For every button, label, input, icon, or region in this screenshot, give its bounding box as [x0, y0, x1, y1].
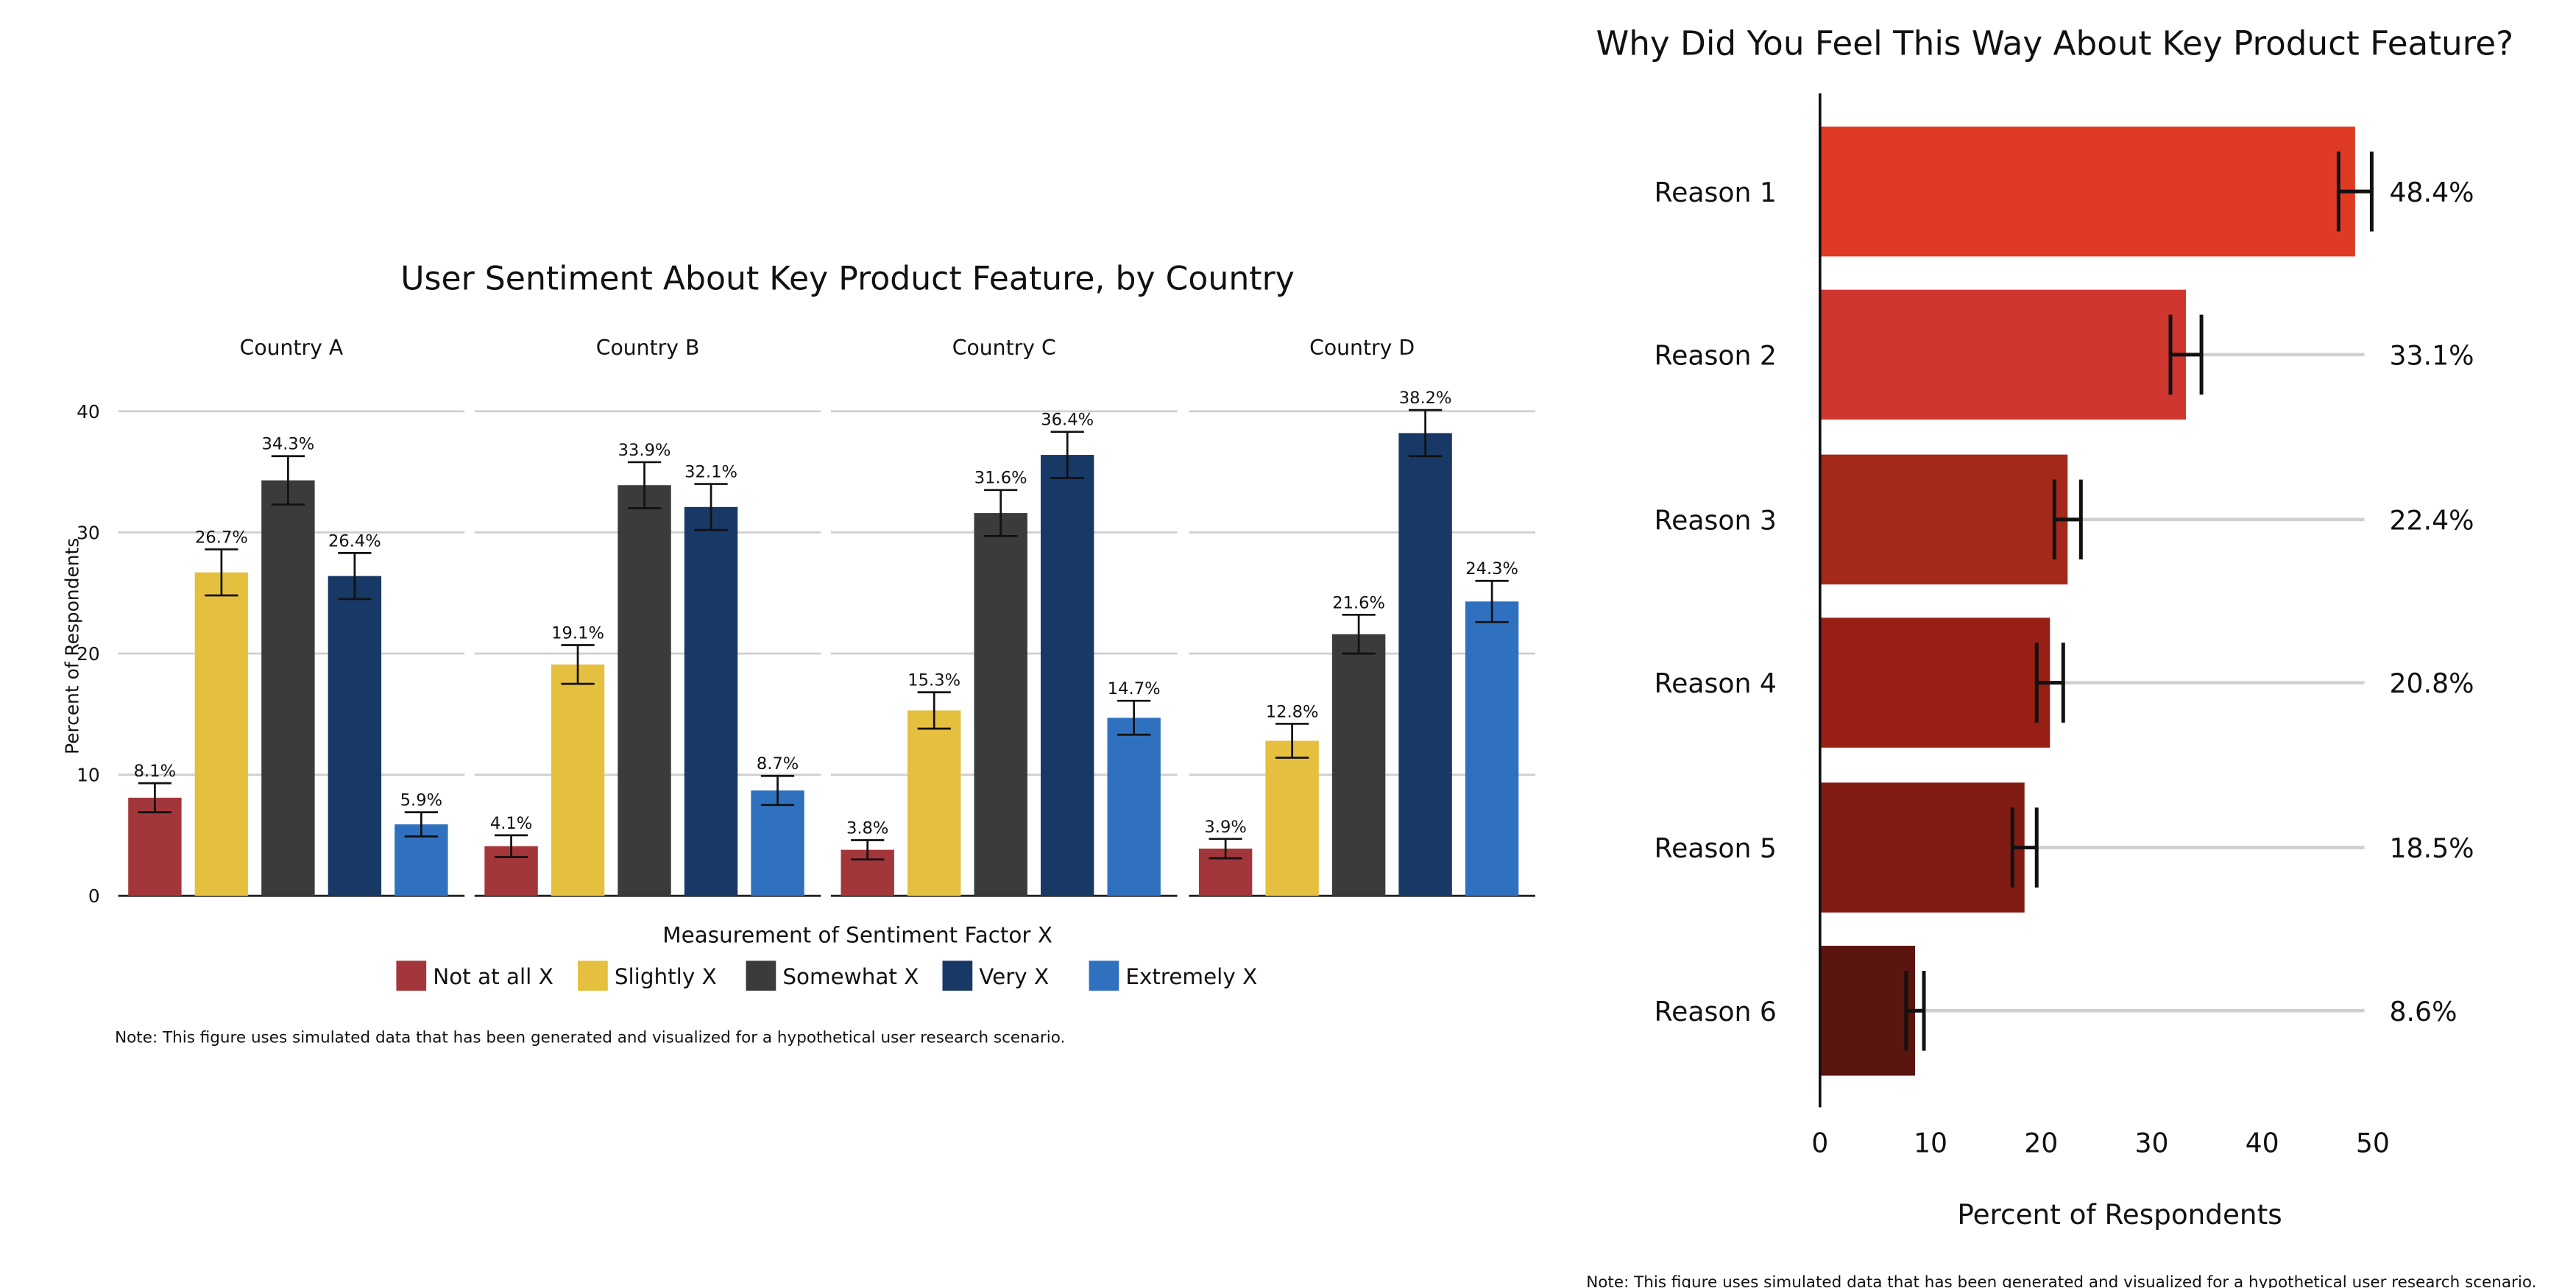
- data-label: 21.6%: [1332, 593, 1385, 612]
- y-tick-label: 20: [77, 643, 100, 665]
- x-tick-label: 10: [1914, 1128, 1947, 1159]
- data-label: 8.1%: [134, 762, 176, 781]
- bar: [1819, 782, 2025, 913]
- legend-swatch: [942, 960, 973, 991]
- bar: [974, 513, 1027, 896]
- data-label: 19.1%: [551, 623, 604, 643]
- bar: [1398, 433, 1452, 896]
- y-tick-label: 30: [77, 522, 100, 543]
- bar: [1331, 634, 1386, 896]
- note-text: Note: This figure uses simulated data th…: [1586, 1273, 2536, 1288]
- y-tick-label: 40: [77, 401, 100, 422]
- data-label: 22.4%: [2390, 504, 2474, 536]
- data-label: 38.2%: [1399, 389, 1452, 408]
- category-label: Reason 4: [1655, 668, 1777, 699]
- data-label: 3.9%: [1204, 818, 1246, 837]
- legend-swatch: [578, 960, 608, 991]
- bar: [1041, 455, 1094, 896]
- data-label: 15.3%: [907, 671, 960, 690]
- y-tick-label: 10: [77, 765, 100, 786]
- data-label: 14.7%: [1108, 679, 1161, 698]
- data-label: 48.4%: [2390, 177, 2474, 208]
- legend-label: Somewhat X: [782, 964, 919, 989]
- x-tick-label: 30: [2134, 1128, 2168, 1159]
- bar: [618, 485, 671, 896]
- data-label: 12.8%: [1266, 702, 1319, 721]
- data-label: 31.6%: [974, 469, 1027, 488]
- bar: [1265, 740, 1319, 896]
- bar: [907, 710, 961, 896]
- legend-label: Extremely X: [1125, 964, 1257, 989]
- legend-label: Very X: [979, 964, 1049, 989]
- bar: [1819, 454, 2068, 585]
- data-label: 34.3%: [261, 435, 314, 454]
- bar: [128, 797, 182, 896]
- facet-label: Country B: [596, 336, 700, 360]
- bar: [1819, 126, 2355, 257]
- data-label: 32.1%: [684, 463, 737, 482]
- bar: [1819, 618, 2050, 748]
- bar: [751, 790, 804, 896]
- bar: [1465, 601, 1519, 896]
- x-axis-title: Percent of Respondents: [1957, 1198, 2282, 1231]
- data-label: 33.9%: [618, 441, 671, 460]
- category-label: Reason 2: [1655, 339, 1777, 371]
- facet-label: Country C: [952, 336, 1056, 360]
- bar: [1107, 718, 1161, 896]
- data-label: 20.8%: [2390, 668, 2474, 699]
- data-label: 33.1%: [2390, 339, 2474, 371]
- legend-label: Not at all X: [433, 964, 553, 989]
- data-label: 24.3%: [1465, 559, 1518, 578]
- left-chart-title: User Sentiment About Key Product Feature…: [400, 261, 1295, 298]
- x-tick-label: 0: [1811, 1128, 1828, 1159]
- data-label: 8.7%: [757, 754, 799, 774]
- bar: [684, 506, 738, 896]
- data-label: 8.6%: [2390, 996, 2458, 1027]
- data-label: 18.5%: [2390, 832, 2474, 864]
- x-axis-title: Measurement of Sentiment Factor X: [662, 923, 1052, 948]
- bar: [328, 576, 382, 896]
- data-label: 3.8%: [846, 818, 888, 838]
- legend-swatch: [396, 960, 427, 991]
- data-label: 26.4%: [328, 531, 381, 551]
- data-label: 26.7%: [195, 528, 248, 547]
- category-label: Reason 5: [1655, 832, 1777, 864]
- data-label: 4.1%: [490, 814, 532, 833]
- right-chart-title: Why Did You Feel This Way About Key Prod…: [1596, 24, 2513, 63]
- data-label: 5.9%: [400, 791, 442, 810]
- facet-label: Country D: [1309, 336, 1415, 360]
- category-label: Reason 3: [1655, 504, 1777, 536]
- bar: [1819, 946, 1915, 1076]
- bar: [1819, 289, 2187, 420]
- x-tick-label: 20: [2024, 1128, 2058, 1159]
- data-label: 36.4%: [1041, 411, 1094, 430]
- note-text: Note: This figure uses simulated data th…: [115, 1028, 1065, 1047]
- legend-swatch: [1089, 960, 1119, 991]
- category-label: Reason 1: [1655, 177, 1777, 208]
- y-tick-label: 0: [88, 885, 100, 907]
- x-tick-label: 50: [2356, 1128, 2390, 1159]
- facet-label: Country A: [240, 336, 344, 360]
- category-label: Reason 6: [1655, 996, 1777, 1027]
- legend-swatch: [746, 960, 776, 991]
- bar: [261, 480, 315, 896]
- bar: [194, 572, 249, 896]
- bar: [551, 664, 605, 896]
- legend-label: Slightly X: [615, 964, 717, 989]
- y-axis-title: Percent of Respondents: [61, 538, 82, 754]
- x-tick-label: 40: [2246, 1128, 2279, 1159]
